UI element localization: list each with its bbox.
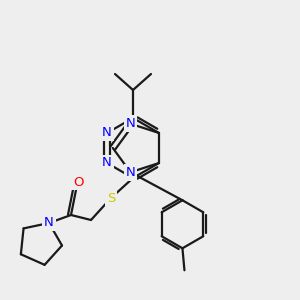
Text: N: N <box>126 166 135 179</box>
Text: N: N <box>44 217 54 230</box>
Text: N: N <box>126 117 135 130</box>
Text: O: O <box>73 176 83 188</box>
Text: N: N <box>102 157 112 169</box>
Text: S: S <box>107 191 115 205</box>
Text: N: N <box>102 127 112 140</box>
